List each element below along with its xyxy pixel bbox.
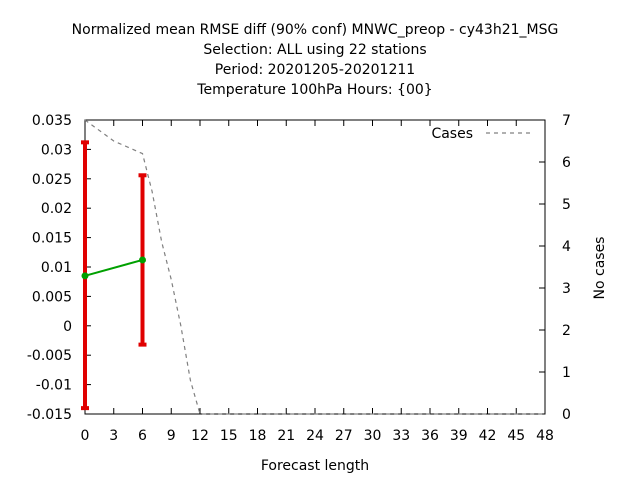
title-line: Selection: ALL using 22 stations bbox=[203, 42, 426, 58]
y-tick-label: 0 bbox=[63, 319, 72, 335]
y-tick-label: 0.035 bbox=[32, 113, 72, 129]
x-tick-label: 42 bbox=[479, 428, 497, 444]
x-tick-label: 21 bbox=[277, 428, 295, 444]
y-tick-label: 0.005 bbox=[32, 289, 72, 305]
x-tick-label: 30 bbox=[364, 428, 382, 444]
y2-tick-label: 5 bbox=[562, 197, 571, 213]
x-tick-label: 9 bbox=[167, 428, 176, 444]
series-0 bbox=[81, 140, 147, 411]
y-tick-label: 0.03 bbox=[41, 142, 72, 158]
y-tick-label: 0.02 bbox=[41, 201, 72, 217]
legend: Cases bbox=[431, 126, 530, 142]
x-tick-label: 15 bbox=[220, 428, 238, 444]
x-axis-label: Forecast length bbox=[261, 458, 369, 474]
mean-line bbox=[84, 258, 143, 277]
y2-tick-label: 4 bbox=[562, 239, 571, 255]
title-line: Period: 20201205-20201211 bbox=[215, 62, 415, 78]
y-tick-label: -0.01 bbox=[36, 378, 72, 394]
y-tick-label: 0.025 bbox=[32, 172, 72, 188]
y-tick-label: 0.01 bbox=[41, 260, 72, 276]
x-tick-label: 6 bbox=[138, 428, 147, 444]
y2-tick-label: 0 bbox=[562, 407, 571, 423]
cases-line bbox=[84, 119, 545, 415]
y2-tick-label: 2 bbox=[562, 323, 571, 339]
y2-tick-label: 7 bbox=[562, 113, 571, 129]
plot-frame bbox=[84, 119, 546, 415]
x-tick-label: 3 bbox=[109, 428, 118, 444]
series-layer bbox=[81, 119, 545, 415]
y-tick-label: 0.015 bbox=[32, 231, 72, 247]
x-tick-label: 36 bbox=[421, 428, 439, 444]
legend-label: Cases bbox=[431, 126, 473, 142]
x-tick-label: 39 bbox=[450, 428, 468, 444]
x-tick-label: 24 bbox=[306, 428, 324, 444]
y2-tick-label: 1 bbox=[562, 365, 571, 381]
y2-tick-label: 3 bbox=[562, 281, 571, 297]
chart-title: Normalized mean RMSE diff (90% conf) MNW… bbox=[72, 22, 559, 98]
y2-tick-label: 6 bbox=[562, 155, 571, 171]
y-axis: 0.035 0.03 0.025 0.02 0.015 0.01 0.005 0 -0.005 -… bbox=[27, 113, 91, 423]
y2-axis-label: No cases bbox=[592, 237, 608, 300]
data-point bbox=[139, 256, 146, 264]
x-axis: 0 3 6 9 12 15 18 21 24 27 30 33 36 39 42 45 48 bbox=[81, 120, 554, 444]
x-tick-label: 18 bbox=[249, 428, 267, 444]
x-tick-label: 48 bbox=[536, 428, 554, 444]
series-cases bbox=[84, 119, 545, 415]
data-point bbox=[81, 272, 89, 280]
title-line: Normalized mean RMSE diff (90% conf) MNW… bbox=[72, 22, 559, 38]
x-tick-label: 27 bbox=[335, 428, 353, 444]
x-tick-label: 33 bbox=[392, 428, 410, 444]
y-tick-label: -0.015 bbox=[27, 407, 72, 423]
x-tick-label: 45 bbox=[507, 428, 525, 444]
x-tick-label: 0 bbox=[81, 428, 90, 444]
title-line: Temperature 100hPa Hours: {00} bbox=[196, 82, 432, 98]
y-tick-label: -0.005 bbox=[27, 348, 72, 364]
y2-axis: 7 6 5 4 3 2 1 0 bbox=[539, 113, 571, 423]
x-tick-label: 12 bbox=[191, 428, 209, 444]
